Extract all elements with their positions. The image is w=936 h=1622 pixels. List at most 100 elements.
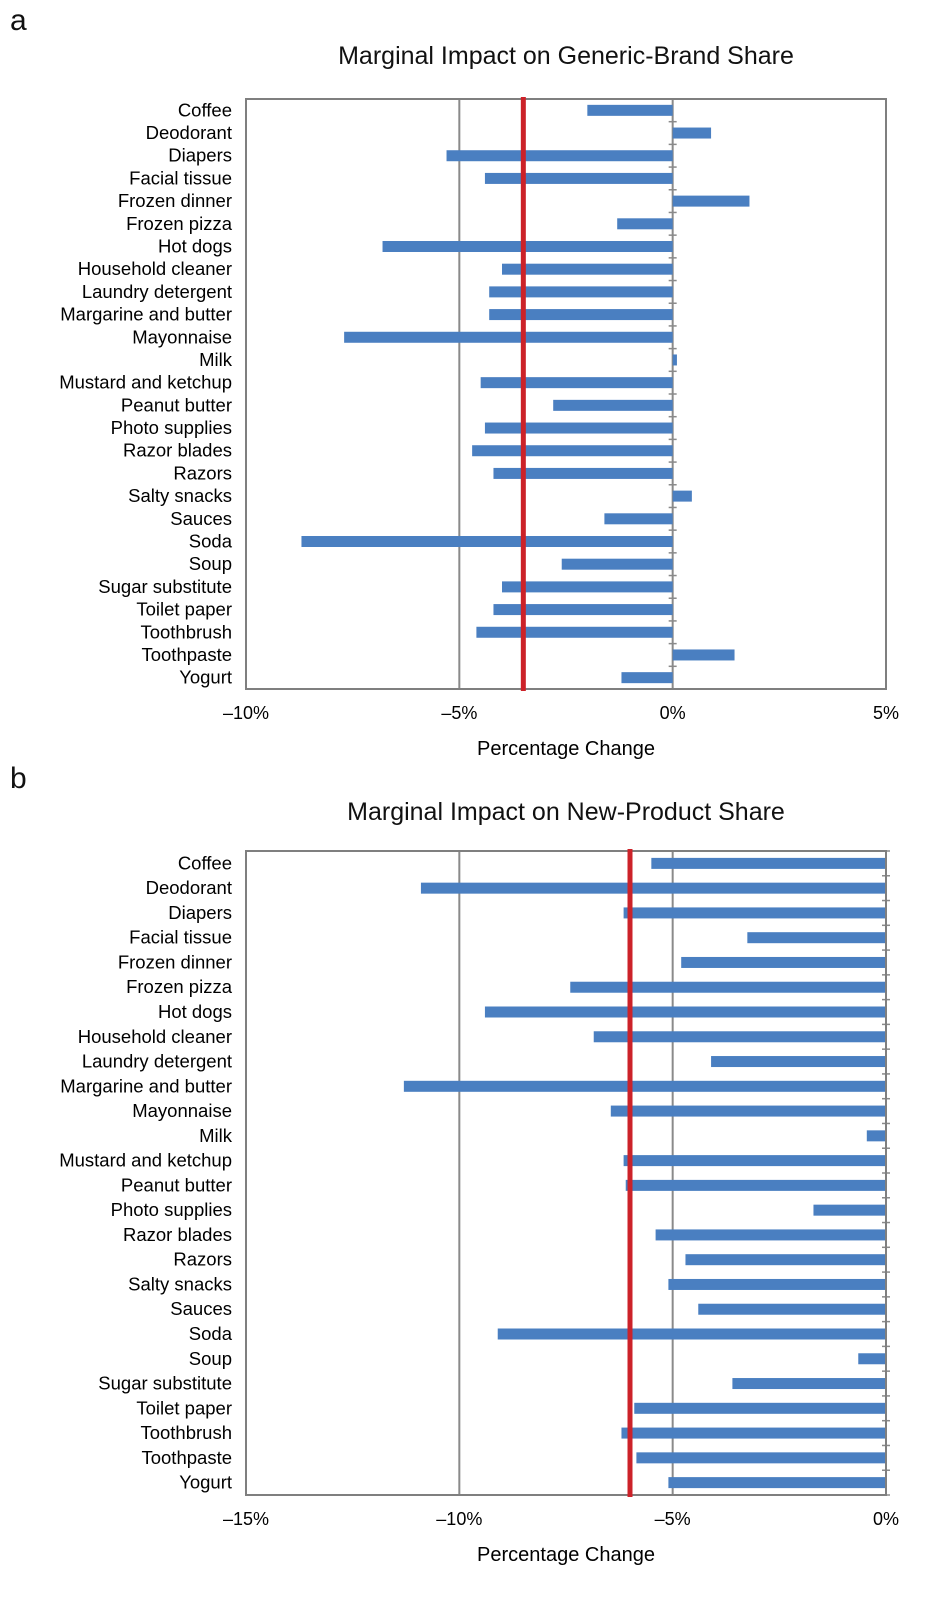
category-label: Yogurt bbox=[179, 1472, 232, 1493]
category-label: Laundry detergent bbox=[82, 281, 232, 302]
category-label: Margarine and butter bbox=[60, 1075, 232, 1096]
category-label: Toothbrush bbox=[140, 1422, 232, 1443]
category-label: Frozen pizza bbox=[126, 213, 233, 234]
category-label: Deodorant bbox=[146, 877, 232, 898]
category-label: Deodorant bbox=[146, 122, 232, 143]
bar-mustard-and-ketchup bbox=[623, 1155, 886, 1167]
category-label: Yogurt bbox=[179, 667, 232, 688]
bar-margarine-and-butter bbox=[489, 309, 673, 321]
bar-frozen-dinner bbox=[672, 195, 750, 207]
x-tick-label: 0% bbox=[873, 1509, 899, 1529]
bar-salty-snacks bbox=[672, 490, 692, 502]
x-tick-label: –10% bbox=[223, 703, 269, 723]
category-label: Facial tissue bbox=[129, 167, 232, 188]
plot-frame bbox=[245, 98, 887, 690]
bar-deodorant bbox=[420, 882, 886, 894]
category-label: Household cleaner bbox=[78, 1026, 232, 1047]
plot-frame bbox=[245, 850, 887, 1496]
category-label: Toilet paper bbox=[136, 1397, 232, 1418]
category-label: Toothpaste bbox=[141, 1447, 232, 1468]
category-label: Sugar substitute bbox=[98, 576, 232, 597]
bar-yogurt bbox=[668, 1477, 886, 1489]
bar-soup bbox=[561, 558, 673, 570]
x-tick-label: 5% bbox=[873, 703, 899, 723]
bar-soup bbox=[858, 1353, 886, 1365]
bar-peanut-butter bbox=[553, 399, 673, 411]
bar-laundry-detergent bbox=[711, 1056, 886, 1068]
bar-toilet-paper bbox=[493, 604, 673, 616]
category-label: Razors bbox=[173, 1249, 232, 1270]
category-label: Soda bbox=[189, 531, 233, 552]
category-label: Frozen dinner bbox=[118, 190, 232, 211]
category-label: Hot dogs bbox=[158, 236, 232, 257]
bar-facial-tissue bbox=[747, 932, 886, 944]
category-label: Frozen dinner bbox=[118, 951, 232, 972]
bar-sugar-substitute bbox=[732, 1378, 886, 1390]
bar-coffee bbox=[651, 857, 886, 869]
category-label: Peanut butter bbox=[121, 394, 232, 415]
bar-milk bbox=[866, 1130, 886, 1142]
x-axis-label: Percentage Change bbox=[477, 1544, 655, 1566]
category-label: Soda bbox=[189, 1323, 233, 1344]
category-label: Hot dogs bbox=[158, 1001, 232, 1022]
bar-diapers bbox=[446, 150, 673, 162]
bar-facial-tissue bbox=[484, 172, 673, 184]
bar-yogurt bbox=[621, 672, 673, 684]
bar-toothpaste bbox=[636, 1452, 886, 1464]
bar-hot-dogs bbox=[382, 241, 673, 252]
category-label: Laundry detergent bbox=[82, 1051, 232, 1072]
bar-household-cleaner bbox=[502, 263, 673, 275]
bar-peanut-butter bbox=[625, 1179, 886, 1191]
category-label: Razors bbox=[173, 462, 232, 483]
bar-soda bbox=[497, 1328, 886, 1340]
bar-mayonnaise bbox=[344, 331, 673, 343]
bar-sauces bbox=[604, 513, 673, 525]
bar-photo-supplies bbox=[484, 422, 673, 434]
category-label: Margarine and butter bbox=[60, 304, 232, 325]
category-label: Razor blades bbox=[123, 1224, 232, 1245]
panel-letter-b: b bbox=[10, 762, 27, 795]
bar-toothbrush bbox=[621, 1427, 886, 1439]
bar-toothpaste bbox=[672, 649, 735, 661]
bar-photo-supplies bbox=[813, 1204, 886, 1216]
category-label: Milk bbox=[199, 349, 233, 370]
bar-household-cleaner bbox=[593, 1031, 886, 1043]
category-label: Sauces bbox=[170, 508, 232, 529]
category-label: Photo supplies bbox=[111, 417, 232, 438]
category-label: Toothbrush bbox=[140, 621, 232, 642]
x-tick-label: –15% bbox=[223, 1509, 269, 1529]
bar-toothbrush bbox=[476, 626, 673, 638]
category-label: Frozen pizza bbox=[126, 976, 233, 997]
category-label: Coffee bbox=[178, 99, 232, 120]
bar-frozen-pizza bbox=[570, 981, 886, 993]
bar-razor-blades bbox=[472, 445, 673, 457]
x-axis-label: Percentage Change bbox=[477, 738, 655, 760]
category-label: Peanut butter bbox=[121, 1174, 232, 1195]
bar-razors bbox=[493, 467, 673, 479]
bar-frozen-pizza bbox=[617, 218, 673, 230]
bar-deodorant bbox=[672, 127, 712, 139]
bar-sauces bbox=[698, 1303, 886, 1315]
bar-mustard-and-ketchup bbox=[480, 377, 673, 389]
bar-frozen-dinner bbox=[681, 956, 886, 968]
category-label: Milk bbox=[199, 1125, 233, 1146]
category-label: Photo supplies bbox=[111, 1199, 232, 1220]
bar-chart-new-product: Coffee Deodorant Diapers Facial tissue Froze… bbox=[59, 849, 899, 1566]
bar-soda bbox=[301, 536, 673, 547]
category-label: Soup bbox=[189, 553, 232, 574]
category-label: Salty snacks bbox=[128, 485, 232, 506]
category-label: Mustard and ketchup bbox=[59, 372, 232, 393]
category-label: Coffee bbox=[178, 852, 232, 873]
bar-razors bbox=[685, 1254, 886, 1266]
bar-sugar-substitute bbox=[502, 581, 673, 593]
category-label: Diapers bbox=[168, 145, 232, 166]
bar-milk bbox=[672, 354, 677, 366]
chart-title-a: Marginal Impact on Generic-Brand Share bbox=[338, 42, 794, 70]
bar-mayonnaise bbox=[610, 1105, 886, 1117]
category-label: Mayonnaise bbox=[132, 326, 232, 347]
category-label: Facial tissue bbox=[129, 927, 232, 948]
category-label: Sauces bbox=[170, 1298, 232, 1319]
bar-margarine-and-butter bbox=[403, 1080, 886, 1092]
x-tick-label: 0% bbox=[660, 703, 686, 723]
